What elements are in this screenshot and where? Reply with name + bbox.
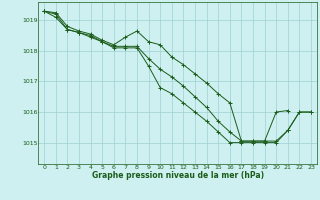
X-axis label: Graphe pression niveau de la mer (hPa): Graphe pression niveau de la mer (hPa) bbox=[92, 171, 264, 180]
